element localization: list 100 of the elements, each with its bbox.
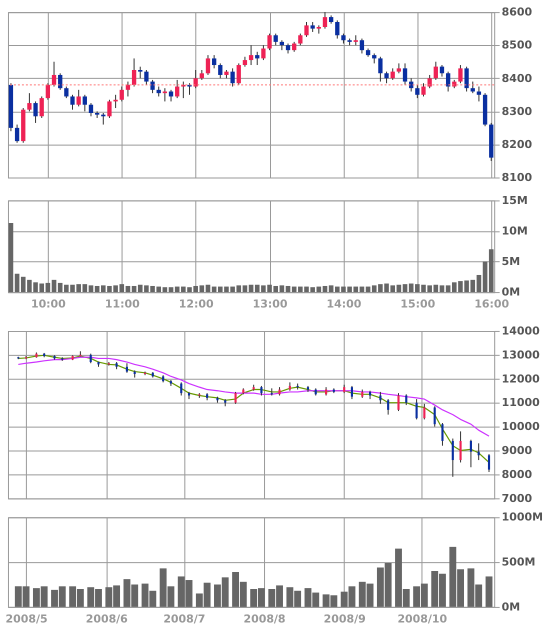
y-tick-label: 8500 [502,38,532,52]
candlestick [206,54,210,76]
candlestick [384,71,389,84]
x-tick-label: 14:00 [326,298,362,311]
candlestick [212,54,216,69]
candlestick [310,22,315,32]
candlestick [168,89,174,102]
candlestick [416,398,418,420]
candlestick [387,398,390,416]
candlestick [150,79,155,94]
candlestick [107,99,112,118]
candlestick [304,22,309,38]
y-tick-label: 7000 [502,492,532,505]
candlestick [415,84,420,99]
x-tick-label: 10:00 [30,298,66,311]
y-tick-label: 8300 [502,104,532,118]
x-tick-label: 2008/5 [6,612,48,626]
candlestick [470,81,475,94]
y-tick-label: 8600 [502,6,532,19]
candlestick [260,385,262,396]
candlestick [428,74,432,89]
candlestick [14,124,20,144]
candlestick [360,38,364,54]
candlestick [446,71,450,92]
candlestick [200,69,204,80]
candlestick [175,79,180,99]
candlestick [372,52,376,64]
candlestick [113,94,118,109]
candlestick [82,94,87,112]
candlestick [280,40,284,51]
x-tick-label: 2008/10 [397,612,448,626]
candlestick [409,78,414,92]
candlestick [423,403,426,420]
candlestick [434,61,438,80]
candlestick [460,430,462,463]
y-tick-label: 15M [502,194,528,207]
candlestick [464,66,469,92]
x-tick-label: 2008/6 [86,612,128,626]
y-tick-label: 8200 [502,138,532,151]
y-tick-label: 500M [502,556,536,569]
candlestick [379,391,382,404]
candlestick [64,86,68,99]
candlestick [452,438,454,478]
bar [486,576,492,607]
candlestick [90,353,92,364]
candlestick [397,392,400,412]
candlestick [101,112,106,126]
candlestick [120,86,124,102]
candlestick [156,86,161,97]
candlestick [441,422,444,446]
candlestick [144,69,149,86]
candlestick [234,391,237,404]
candlestick [138,66,142,79]
y-tick-label: 0M [502,286,520,299]
y-tick-label: 8400 [502,72,532,85]
candlestick [236,62,241,86]
candlestick [405,394,408,406]
candlestick [194,69,198,89]
candlestick [335,20,340,40]
candlestick [33,100,38,124]
y-tick-label: 8000 [502,468,532,481]
x-tick-label: 15:00 [400,298,436,311]
candlestick [378,56,383,82]
candlestick [458,64,463,84]
y-tick-label: 14000 [502,324,540,338]
candlestick [132,58,136,88]
candlestick [230,68,235,88]
candlestick [58,72,62,90]
y-tick-label: 13000 [502,348,540,362]
candlestick [70,94,75,110]
x-tick-label: 2008/8 [243,612,286,626]
candlestick [218,62,222,79]
candlestick [402,62,408,86]
candlestick [478,442,480,461]
candlestick [440,64,444,78]
x-tick-label: 2008/9 [324,612,366,626]
y-tick-label: 10M [502,224,528,238]
candlestick [390,68,395,80]
candlestick [286,43,290,54]
candlestick [421,82,426,97]
candlestick [267,33,272,51]
candlestick [488,454,490,473]
candlestick [27,92,32,112]
x-tick-label: 13:00 [252,298,288,311]
candlestick [434,406,436,428]
y-tick-label: 5M [502,255,520,268]
candlestick [40,96,44,118]
candlestick [180,382,182,396]
y-tick-label: 0M [502,600,520,614]
candlestick [162,88,168,102]
candlestick [261,44,266,61]
candlestick [76,89,81,107]
candlestick [322,12,328,30]
candlestick [255,51,260,66]
candlestick [52,61,56,88]
x-tick-label: 11:00 [104,298,140,311]
x-tick-label: 12:00 [178,298,214,311]
candlestick [476,86,482,102]
candlestick [292,41,296,52]
candlestick [248,44,254,66]
